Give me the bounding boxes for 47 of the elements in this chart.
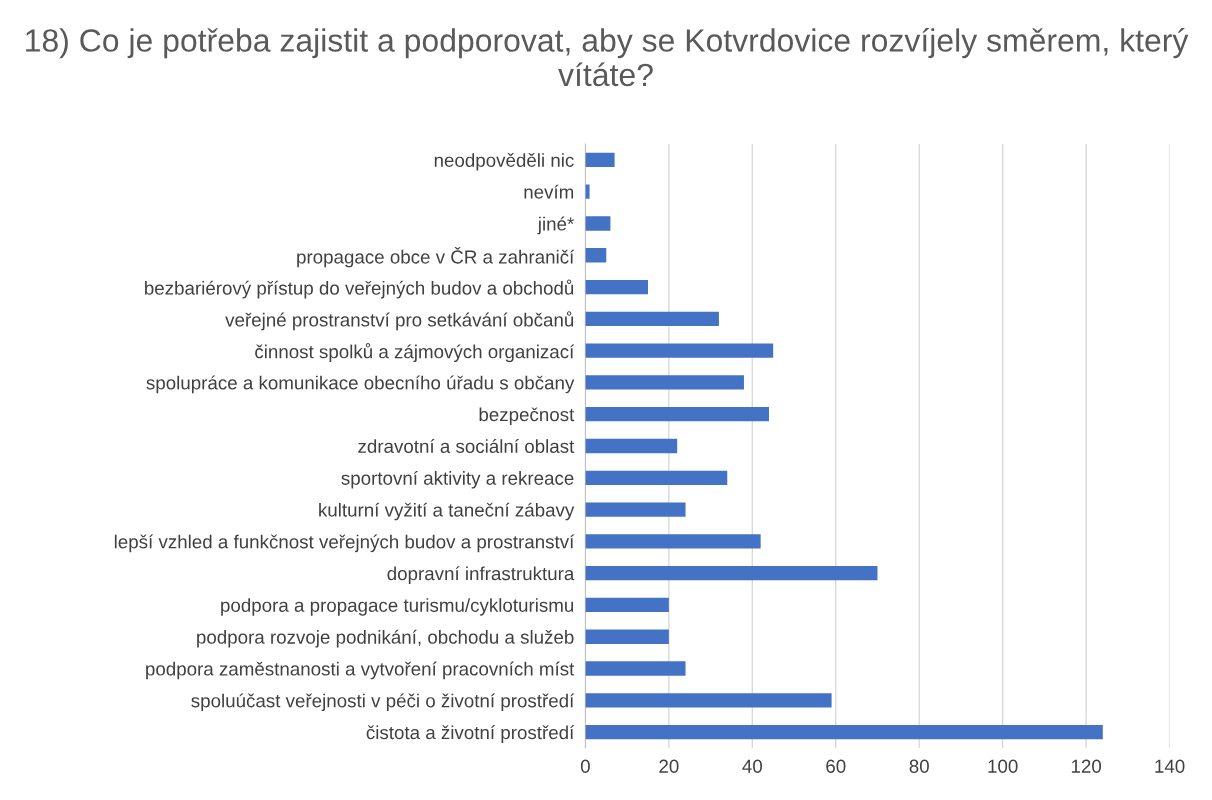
x-tick-label: 0 [580, 759, 590, 773]
x-tick-label: 40 [742, 759, 762, 773]
bar [585, 502, 686, 517]
bar [585, 375, 744, 390]
y-tick-label: bezbariérový přístup do veřejných budov a obchodů [145, 279, 574, 299]
bar [585, 724, 1103, 740]
chart-title: 18) Co je potřeba zajistit a podporovat, aby se Kotvrdovice rozvíjely směrem, který vítáte? [26, 28, 1189, 87]
bar [585, 597, 669, 613]
bar [585, 629, 669, 644]
bar [585, 311, 719, 326]
y-tick-label: dopravní infrastruktura [387, 566, 575, 584]
y-tick-label: sportovní aktivity a rekreace [341, 470, 574, 489]
bar [585, 407, 769, 422]
x-tick-label: 120 [1071, 759, 1102, 773]
bar [585, 184, 590, 199]
bar [585, 216, 611, 231]
bar [585, 470, 728, 485]
y-tick-label: spolupráce a komunikace obecního úřadu s občany [146, 375, 575, 394]
y-tick-label: spoluúčast veřejnosti v péči o životní prostředí [191, 693, 575, 712]
x-tick-label: 140 [1155, 759, 1185, 773]
bar [585, 438, 678, 454]
x-tick-label: 80 [909, 759, 929, 773]
bar [585, 152, 615, 168]
x-tick-label: 60 [826, 759, 846, 773]
y-tick-label: čistota a životní prostředí [366, 725, 575, 743]
x-tick-label: 20 [659, 759, 679, 773]
y-tick-label: činnost spolků a zájmových organizací [255, 343, 575, 363]
y-tick-label: bezpečnost [479, 407, 575, 425]
bar [585, 693, 832, 708]
y-tick-label: veřejné prostranství pro setkávání občanů [225, 311, 574, 331]
bar [585, 279, 648, 295]
bar [585, 534, 761, 549]
bar [585, 661, 686, 676]
y-tick-label: jiné* [537, 216, 574, 235]
y-tick-label: zdravotní a sociální oblast [358, 438, 575, 453]
y-tick-label: podpora zaměstnanosti a vytvoření pracovních míst [146, 661, 575, 680]
y-tick-label: propagace obce v ČR a zahraničí [297, 247, 575, 268]
x-tick-label: 100 [988, 759, 1018, 773]
y-tick-label: lepší vzhled a funkčnost veřejných budov a prostranství [114, 534, 575, 553]
bar [585, 343, 774, 358]
y-tick-label: podpora a propagace turismu/cykloturismu [221, 598, 574, 616]
bar [585, 248, 607, 263]
y-tick-label: kulturní vyžití a taneční zábavy [319, 502, 575, 521]
y-tick-label: podpora rozvoje podnikání, obchodu a služeb [197, 629, 574, 648]
y-tick-label: neodpověděli nic [434, 153, 574, 171]
y-tick-label: nevím [524, 184, 574, 199]
bar [585, 566, 878, 581]
